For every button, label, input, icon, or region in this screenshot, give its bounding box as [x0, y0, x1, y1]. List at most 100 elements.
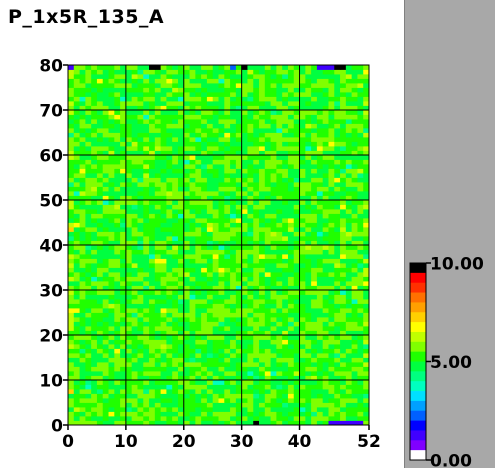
heatmap-cell: [328, 209, 335, 214]
heatmap-cell: [316, 65, 324, 70]
heatmap-cell: [264, 272, 271, 277]
heatmap-cell: [299, 213, 306, 219]
heatmap-cell: [351, 276, 358, 282]
heatmap-cell: [166, 366, 173, 372]
heatmap-cell: [247, 236, 254, 241]
heatmap-cell: [340, 222, 347, 228]
heatmap-cell: [345, 182, 353, 187]
heatmap-cell: [276, 200, 283, 205]
heatmap-cell: [149, 96, 156, 102]
heatmap-cell: [224, 101, 231, 106]
heatmap-cell: [120, 375, 127, 381]
heatmap-cell: [287, 393, 295, 399]
heatmap-cell: [206, 218, 214, 223]
heatmap-cell: [195, 128, 202, 133]
heatmap-cell: [363, 200, 370, 205]
heatmap-cell: [195, 357, 202, 363]
heatmap-cell: [230, 335, 237, 340]
heatmap-cell: [96, 222, 104, 228]
heatmap-cell: [259, 353, 266, 358]
heatmap-cell: [201, 92, 208, 97]
heatmap-cell: [195, 87, 202, 93]
heatmap-cell: [345, 83, 353, 88]
heatmap-cell: [195, 182, 202, 187]
heatmap-cell: [224, 186, 231, 192]
heatmap-cell: [149, 249, 156, 255]
heatmap-cell: [311, 339, 318, 345]
heatmap-cell: [264, 128, 271, 133]
heatmap-cell: [114, 353, 121, 358]
heatmap-cell: [131, 213, 138, 219]
heatmap-cell: [282, 96, 289, 102]
heatmap-cell: [172, 290, 179, 295]
heatmap-cell: [247, 69, 254, 75]
heatmap-cell: [230, 245, 237, 250]
heatmap-cell: [235, 101, 243, 106]
heatmap-cell: [218, 213, 225, 219]
heatmap-cell: [316, 191, 324, 196]
heatmap-cell: [91, 308, 98, 313]
heatmap-cell: [264, 249, 271, 255]
heatmap-cell: [108, 119, 115, 124]
heatmap-cell: [334, 200, 341, 205]
heatmap-cell: [177, 65, 185, 70]
heatmap-cell: [276, 308, 283, 313]
heatmap-cell: [235, 339, 243, 345]
heatmap-cell: [177, 155, 185, 160]
heatmap-cell: [287, 218, 295, 223]
heatmap-cell: [114, 312, 121, 318]
heatmap-cell: [259, 254, 266, 259]
heatmap-cell: [322, 159, 329, 165]
heatmap-cell: [305, 114, 312, 120]
heatmap-cell: [241, 164, 248, 169]
heatmap-cell: [235, 362, 243, 367]
heatmap-cell: [357, 204, 364, 210]
heatmap-cell: [68, 191, 75, 196]
heatmap-cell: [195, 285, 202, 291]
heatmap-cell: [247, 371, 254, 376]
heatmap-cell: [195, 308, 202, 313]
heatmap-cell: [328, 141, 335, 147]
heatmap-cell: [282, 222, 289, 228]
heatmap-cell: [177, 249, 185, 255]
heatmap-cell: [79, 119, 86, 124]
heatmap-cell: [212, 294, 219, 300]
heatmap-cell: [363, 326, 370, 331]
heatmap-cell: [195, 272, 202, 277]
heatmap-cell: [311, 272, 318, 277]
heatmap-cell: [195, 416, 202, 421]
heatmap-cell: [201, 213, 208, 219]
heatmap-cell: [137, 366, 144, 372]
heatmap-cell: [160, 263, 167, 268]
heatmap-cell: [73, 204, 80, 210]
heatmap-cell: [224, 65, 231, 70]
heatmap-cell: [212, 371, 219, 376]
heatmap-cell: [276, 155, 283, 160]
heatmap-cell: [201, 285, 208, 291]
heatmap-cell: [91, 249, 98, 255]
heatmap-cell: [340, 204, 347, 210]
heatmap-cell: [206, 366, 214, 372]
heatmap-cell: [305, 150, 312, 156]
heatmap-cell: [183, 92, 190, 97]
heatmap-cell: [143, 299, 150, 304]
heatmap-cell: [91, 209, 98, 214]
heatmap-cell: [73, 258, 80, 264]
heatmap-cell: [206, 87, 214, 93]
heatmap-cell: [183, 132, 190, 138]
heatmap-cell: [363, 281, 370, 286]
heatmap-cell: [137, 330, 144, 336]
heatmap-cell: [131, 258, 138, 264]
heatmap-cell: [68, 222, 75, 228]
heatmap-cell: [85, 258, 92, 264]
heatmap-cell: [68, 87, 75, 93]
heatmap-cell: [85, 357, 92, 363]
heatmap-cell: [316, 339, 324, 345]
heatmap-cell: [287, 195, 295, 201]
heatmap-cell: [264, 380, 271, 385]
heatmap-cell: [195, 123, 202, 129]
heatmap-cell: [259, 249, 266, 255]
heatmap-cell: [218, 245, 225, 250]
heatmap-cell: [230, 285, 237, 291]
heatmap-cell: [195, 344, 202, 349]
